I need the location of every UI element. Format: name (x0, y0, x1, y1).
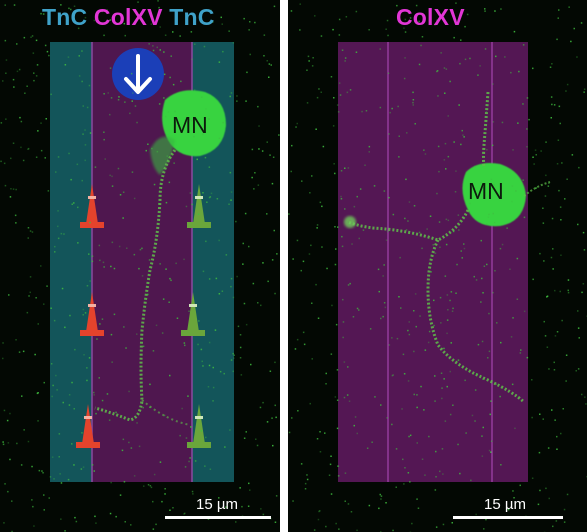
right-micrograph-panel: ColXV MN 15 µm (288, 0, 587, 532)
right-panel-label: ColXV (396, 4, 465, 30)
neuron-label: MN (468, 178, 504, 204)
colxv-region (338, 42, 528, 482)
left-panel-label: TnC ColXV TnC (42, 4, 215, 31)
arrow-down-icon (112, 48, 164, 100)
motor-neuron-soma (150, 90, 226, 175)
label-tnc-right: TnC (169, 4, 215, 30)
axon-trace (482, 91, 490, 169)
left-micrograph-image (0, 0, 280, 532)
label-colxv: ColXV (93, 4, 163, 30)
background-noise (0, 0, 280, 532)
scale-bar-label: 15 µm (196, 496, 238, 513)
scale-bar (453, 516, 563, 519)
green-cone-icon (181, 292, 205, 336)
scale-bar-label: 15 µm (484, 496, 526, 513)
scale-bar (165, 516, 271, 519)
label-tnc-left: TnC (42, 4, 88, 30)
green-cone-icon (187, 184, 211, 228)
red-cone-icon (80, 184, 104, 228)
background-noise (288, 2, 587, 532)
tnc-stripe-left (50, 42, 92, 482)
green-cone-icon (187, 404, 211, 448)
motor-neuron-soma (462, 163, 526, 227)
left-micrograph-panel: TnC ColXV TnC MN 15 µm (0, 0, 280, 532)
red-cone-icon (80, 292, 104, 336)
neuron-label: MN (172, 112, 208, 138)
red-cone-icon (76, 404, 100, 448)
axon-trace (94, 149, 177, 422)
right-micrograph-image (288, 2, 587, 532)
